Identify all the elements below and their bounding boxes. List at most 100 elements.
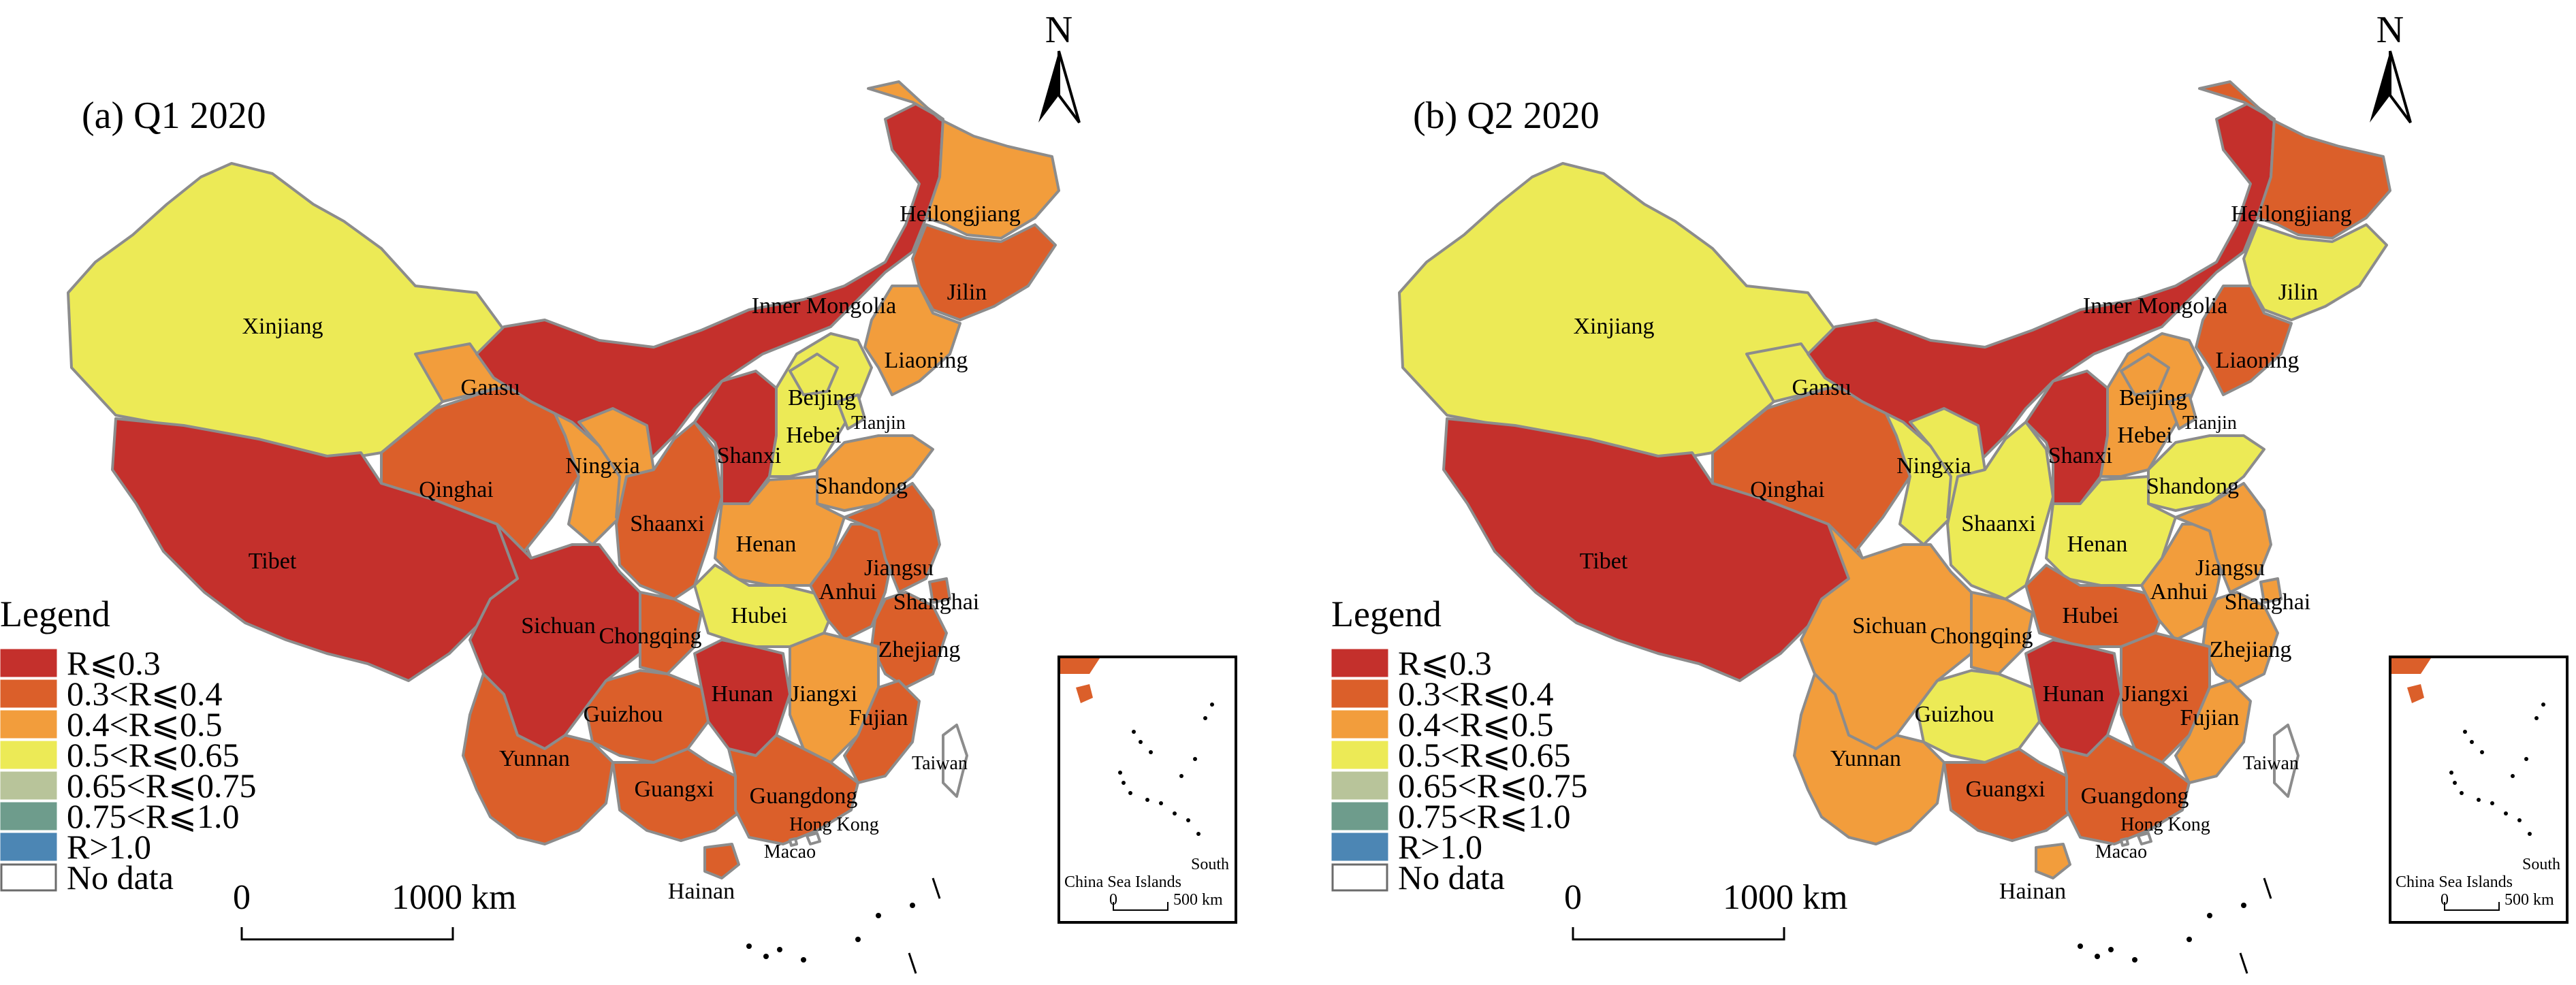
label-macao: Macao <box>2095 841 2147 862</box>
legend-label: 0.5<R⩽0.65 <box>1398 736 1570 774</box>
legend-swatch-r3 <box>0 710 57 739</box>
label-macao: Macao <box>764 841 816 862</box>
label-gansu: Gansu <box>461 375 520 400</box>
region-shaanxi <box>615 421 723 600</box>
inset-island-dot <box>1193 757 1197 761</box>
label-tibet: Tibet <box>1580 549 1628 574</box>
label-shanxi: Shanxi <box>717 443 781 468</box>
scale-end: 1000 km <box>1723 878 1847 917</box>
region-tianjin <box>836 393 866 430</box>
region-labels: Xinjiang Tibet Qinghai Gansu Inner Mongolia H… <box>1574 201 2352 904</box>
inset-title-line1: South <box>1191 856 1229 873</box>
island-dot <box>855 937 861 942</box>
label-zhejiang: Zhejiang <box>878 637 961 662</box>
region-liaoning <box>863 285 961 396</box>
label-liaoning: Liaoning <box>2216 348 2300 373</box>
legend-swatch-nodata <box>0 863 57 892</box>
legend-label: 0.65<R⩽0.75 <box>67 766 256 805</box>
legend-swatch-nodata <box>1331 863 1388 892</box>
legend-swatch-r6 <box>1331 802 1388 830</box>
north-arrow-icon: N <box>2370 9 2412 124</box>
inset-island-dot <box>1186 818 1190 822</box>
label-fujian: Fujian <box>2180 705 2240 730</box>
boundary-dash <box>932 877 941 899</box>
scs-islands-main <box>2078 877 2272 974</box>
label-ningxia: Ningxia <box>1896 453 1971 479</box>
label-tianjin: Tianjin <box>2182 413 2237 434</box>
label-beijing: Beijing <box>2119 385 2187 410</box>
scale-start: 0 <box>1564 878 1582 917</box>
label-shanghai: Shanghai <box>2225 590 2311 615</box>
label-yunnan: Yunnan <box>499 746 570 771</box>
legend-label: 0.4<R⩽0.5 <box>1398 705 1553 743</box>
inset-scale-start: 0 <box>2440 891 2449 909</box>
inset-island-dot <box>1149 750 1153 754</box>
region-chongqing <box>1970 591 2034 675</box>
inset-coast <box>1060 658 1100 674</box>
region-tianjin <box>2167 393 2197 430</box>
inset-title-line2: China Sea Islands <box>1064 873 1181 891</box>
scale-bar-line <box>240 927 454 941</box>
inset-island-dot <box>2453 781 2457 785</box>
legend-swatch-r2 <box>1331 679 1388 708</box>
legend-swatch-r1 <box>0 649 57 677</box>
label-qinghai: Qinghai <box>419 477 494 502</box>
inset-island-dot <box>1118 771 1122 775</box>
legend-swatch-r1 <box>1331 649 1388 677</box>
label-anhui: Anhui <box>2150 579 2208 604</box>
region-jiangsu <box>843 482 941 594</box>
inset-island-dot <box>1196 832 1200 836</box>
region-fujian <box>2174 679 2252 784</box>
inset-island-dot <box>2477 798 2481 802</box>
label-gansu: Gansu <box>1792 375 1851 400</box>
label-hunan: Hunan <box>712 681 774 707</box>
label-hebei: Hebei <box>2117 423 2172 448</box>
label-henan: Henan <box>2067 532 2128 557</box>
region-zhejiang <box>870 591 948 689</box>
scale-bar: 0 1000 km <box>233 878 516 941</box>
legend-title: Legend <box>0 594 110 634</box>
inset-island-dot <box>1203 716 1207 720</box>
region-hainan <box>703 843 740 879</box>
label-xinjiang: Xinjiang <box>242 314 323 339</box>
panel-q1: Xinjiang Tibet Qinghai Gansu Inner Mongolia H… <box>0 9 1237 974</box>
inset-hainan <box>1076 684 1093 703</box>
inset-title-line1: South <box>2522 856 2560 873</box>
label-tianjin: Tianjin <box>851 413 906 434</box>
china-map <box>1398 80 2391 879</box>
label-shanghai: Shanghai <box>893 590 980 615</box>
label-henan: Henan <box>736 532 797 557</box>
label-shandong: Shandong <box>2146 474 2239 499</box>
region-hainan <box>2035 843 2071 879</box>
scale-end: 1000 km <box>392 878 516 917</box>
region-hong-kong <box>2137 832 2152 845</box>
inset-scale-end: 500 km <box>1173 891 1223 909</box>
label-chongqing: Chongqing <box>599 624 701 649</box>
island-dot <box>763 954 769 959</box>
label-chongqing: Chongqing <box>1930 624 2033 649</box>
panel-title: (a) Q1 2020 <box>82 95 266 137</box>
island-dot <box>801 957 806 963</box>
inset-island-dot <box>1179 774 1183 778</box>
region-guangdong <box>2058 734 2191 845</box>
region-guizhou <box>584 669 710 764</box>
label-anhui: Anhui <box>819 579 877 604</box>
legend-label: 0.75<R⩽1.0 <box>67 797 239 835</box>
region-jilin <box>911 223 1057 321</box>
label-sichuan: Sichuan <box>1852 613 1927 639</box>
island-dot <box>2132 957 2137 963</box>
region-anhui <box>809 523 893 641</box>
region-anhui <box>2140 523 2225 641</box>
label-liaoning: Liaoning <box>885 348 968 373</box>
region-shandong <box>2147 434 2265 512</box>
label-hong-kong: Hong Kong <box>2120 814 2210 835</box>
region-zhejiang <box>2201 591 2279 689</box>
label-ningxia: Ningxia <box>565 453 640 479</box>
legend-swatch-r5 <box>0 771 57 800</box>
label-shaanxi: Shaanxi <box>630 511 705 536</box>
label-taiwan: Taiwan <box>2243 753 2299 774</box>
label-zhejiang: Zhejiang <box>2210 637 2292 662</box>
inset-scale-end: 500 km <box>2505 891 2554 909</box>
